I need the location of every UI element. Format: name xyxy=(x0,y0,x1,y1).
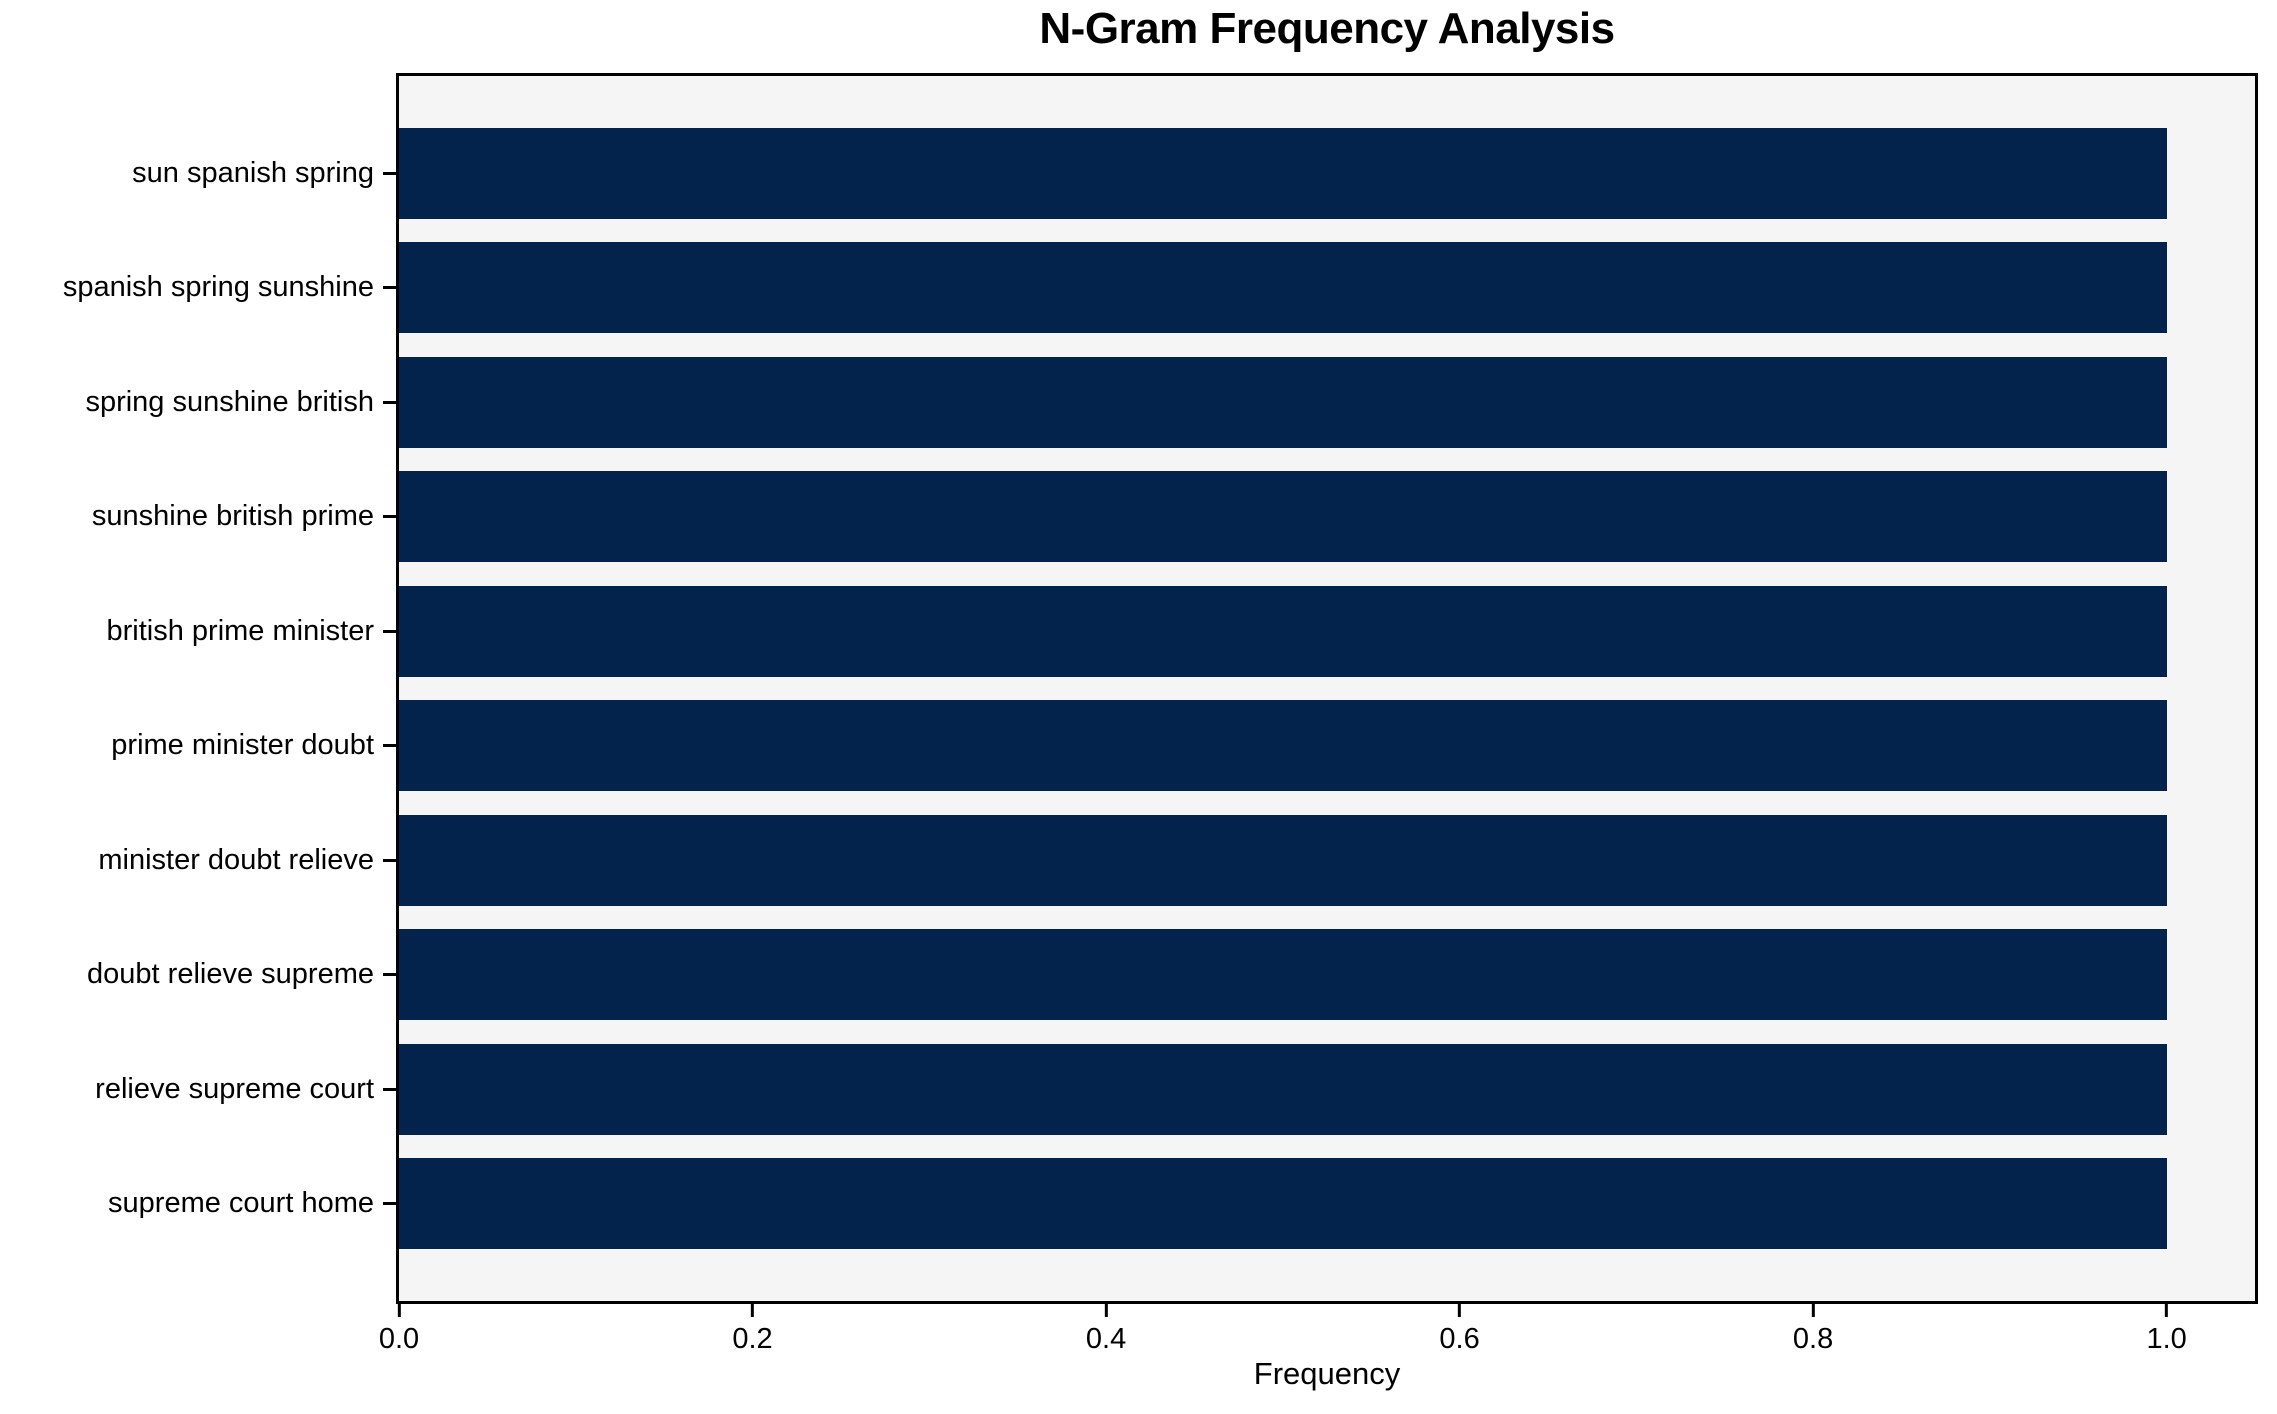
y-tick-mark xyxy=(383,172,396,175)
x-tick-mark xyxy=(397,1304,401,1317)
x-tick: 0.2 xyxy=(732,1304,773,1356)
x-tick-mark xyxy=(2165,1304,2169,1317)
bar-row xyxy=(399,128,2255,219)
y-tick-label: minister doubt relieve xyxy=(98,843,374,876)
y-tick-label: british prime minister xyxy=(106,614,375,647)
y-tick-mark xyxy=(383,515,396,519)
x-tick-label: 0.4 xyxy=(1085,1323,1127,1355)
bar-row xyxy=(399,585,2255,677)
bar-row xyxy=(399,471,2255,563)
bar xyxy=(399,700,2167,792)
chart-title: N-Gram Frequency Analysis xyxy=(1039,4,1615,53)
bar xyxy=(399,1157,2167,1249)
y-tick-mark xyxy=(383,1201,396,1205)
y-tick-label: supreme court home xyxy=(108,1186,374,1219)
x-tick-mark xyxy=(1811,1304,1815,1317)
bar-row xyxy=(399,242,2255,334)
x-tick: 1.0 xyxy=(2146,1304,2187,1356)
y-tick-mark xyxy=(383,629,396,633)
x-tick-mark xyxy=(751,1304,755,1317)
x-tick-mark xyxy=(1458,1304,1462,1317)
x-axis-label: Frequency xyxy=(1253,1356,1401,1391)
x-tick-label: 0.8 xyxy=(1792,1323,1834,1355)
x-tick: 0.4 xyxy=(1086,1304,1126,1356)
y-tick: british prime minister xyxy=(0,586,396,677)
x-tick: 0.0 xyxy=(379,1304,419,1356)
bar xyxy=(399,242,2167,334)
y-tick-mark xyxy=(383,400,396,404)
y-tick: spring sunshine british xyxy=(0,357,396,448)
y-tick-label: sun spanish spring xyxy=(132,157,374,189)
y-tick: sun spanish spring xyxy=(0,128,396,219)
y-tick: supreme court home xyxy=(0,1158,396,1249)
bar xyxy=(399,471,2167,563)
y-tick-label: relieve supreme court xyxy=(95,1072,374,1105)
x-tick: 0.8 xyxy=(1793,1304,1833,1356)
y-tick-mark xyxy=(383,858,396,862)
x-tick: 0.6 xyxy=(1439,1304,1480,1356)
x-tick-label: 1.0 xyxy=(2146,1323,2187,1355)
y-tick: minister doubt relieve xyxy=(0,815,396,906)
y-tick-mark xyxy=(383,744,396,748)
bar-row xyxy=(399,1043,2255,1135)
y-tick-mark xyxy=(383,1087,396,1091)
x-tick-label: 0.0 xyxy=(378,1323,420,1355)
y-tick-mark xyxy=(383,286,396,290)
y-tick: relieve supreme court xyxy=(0,1044,396,1135)
bar-row xyxy=(399,356,2255,448)
y-tick: prime minister doubt xyxy=(0,700,396,791)
y-axis-labels: sun spanish spring spanish spring sunshin… xyxy=(0,76,396,1301)
bar xyxy=(399,356,2167,448)
bar-row xyxy=(399,814,2255,906)
y-tick: sunshine british prime xyxy=(0,471,396,562)
x-tick-label: 0.6 xyxy=(1439,1323,1480,1355)
bar-row xyxy=(399,1157,2255,1249)
bar xyxy=(399,128,2167,219)
bar xyxy=(399,585,2167,677)
bar xyxy=(399,814,2167,906)
bar xyxy=(399,1043,2167,1135)
y-tick-label: spring sunshine british xyxy=(85,385,374,418)
y-tick: spanish spring sunshine xyxy=(0,242,396,333)
y-tick: doubt relieve supreme xyxy=(0,929,396,1020)
bar xyxy=(399,929,2167,1021)
bar-row xyxy=(399,700,2255,792)
y-tick-label: sunshine british prime xyxy=(91,500,374,533)
x-tick-label: 0.2 xyxy=(732,1323,773,1355)
y-tick-label: spanish spring sunshine xyxy=(62,271,374,304)
y-tick-mark xyxy=(383,973,396,977)
x-tick-mark xyxy=(1104,1304,1108,1317)
bars-layer xyxy=(399,76,2255,1301)
y-tick-label: doubt relieve supreme xyxy=(87,958,374,991)
bar-row xyxy=(399,929,2255,1021)
y-tick-label: prime minister doubt xyxy=(111,729,374,762)
